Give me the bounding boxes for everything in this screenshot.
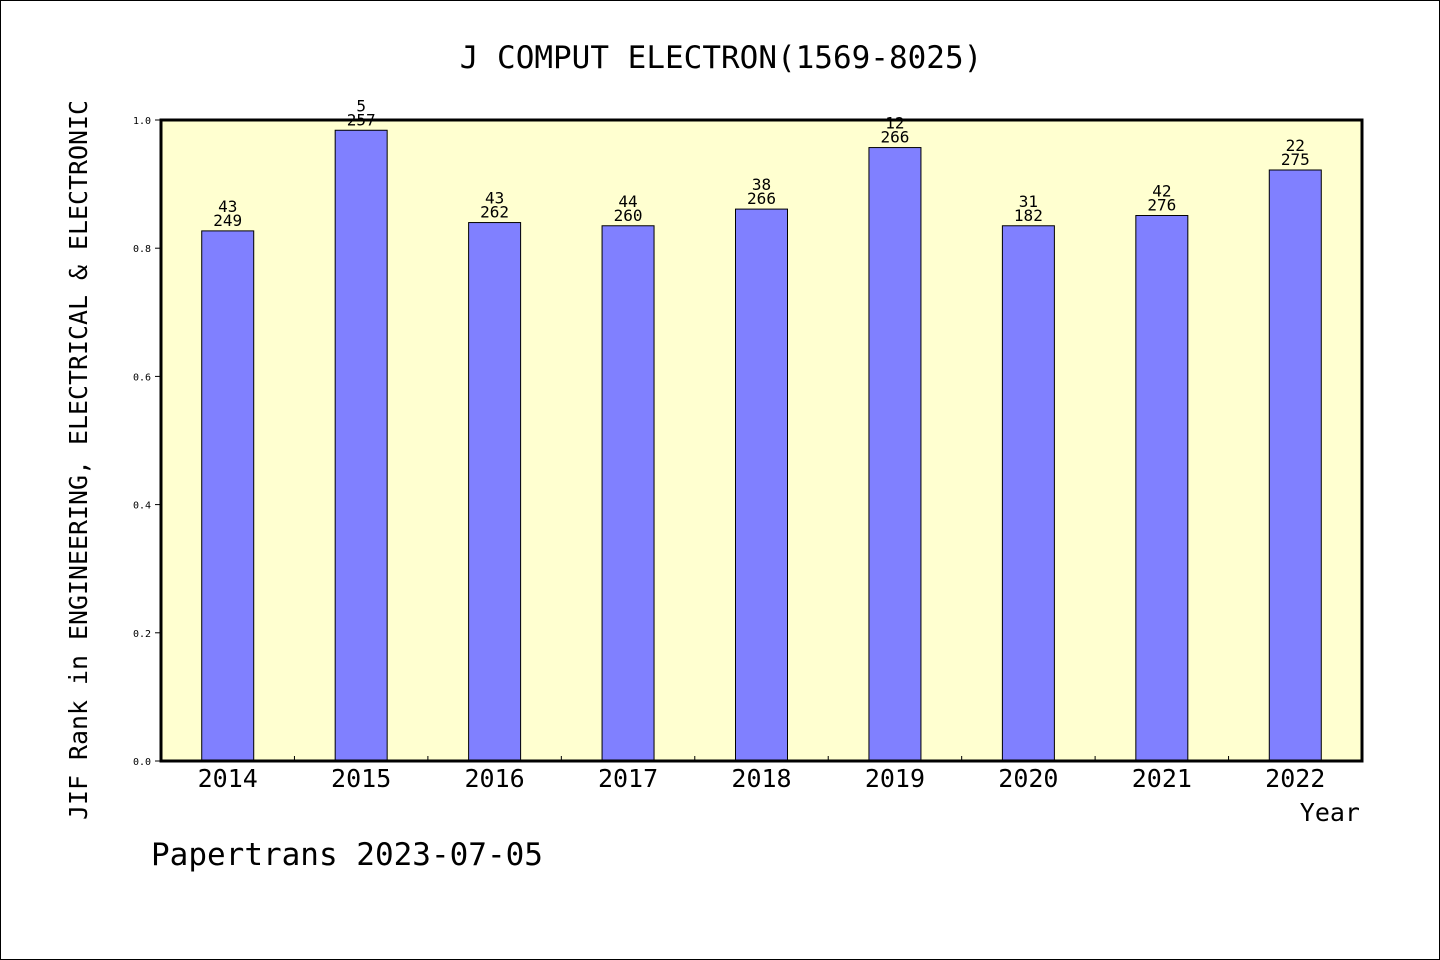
- x-tick-label: 2020: [998, 764, 1058, 793]
- bar-total-label: 249: [213, 211, 242, 230]
- x-tick-label: 2016: [465, 764, 525, 793]
- y-axis-label: JIF Rank in ENGINEERING, ELECTRICAL & EL…: [64, 100, 93, 820]
- bar-2014: [201, 230, 255, 762]
- bar-rank-label: 43: [485, 189, 504, 208]
- chart-title: J COMPUT ELECTRON(1569-8025): [460, 40, 983, 76]
- bars-layer: [201, 129, 1322, 762]
- bar-2018: [735, 208, 788, 762]
- data-labels-layer: 4324952574326244260382661226631182422762…: [213, 96, 1309, 230]
- bar-2015: [334, 129, 388, 762]
- bar-2016: [468, 222, 522, 762]
- bar-2021: [1135, 215, 1189, 762]
- bar-rank-label: 44: [618, 192, 637, 211]
- x-tick-label: 2017: [598, 764, 658, 793]
- plot-frame: [159, 118, 1364, 763]
- bar-rank-label: 43: [218, 197, 237, 216]
- y-axis: 0.0 0.2 0.4 0.6 0.8 1.0: [133, 116, 161, 768]
- x-tick-label: 2022: [1265, 764, 1325, 793]
- y-tick-label: 1.0: [133, 116, 151, 127]
- x-axis: 2014 2015 2016 2017 2018 2019 2020 2021 2022: [198, 756, 1325, 793]
- bar-2019: [868, 147, 922, 762]
- y-tick-label: 0.2: [133, 629, 151, 640]
- x-tick-label: 2018: [731, 764, 791, 793]
- bar-total-label: 260: [614, 206, 643, 225]
- bar-total-label: 275: [1281, 150, 1310, 169]
- bar-total-label: 276: [1147, 196, 1176, 215]
- y-tick-label: 0.8: [133, 244, 151, 255]
- bar-rank-label: 38: [752, 175, 771, 194]
- bar-rank-label: 42: [1152, 182, 1171, 201]
- y-tick-label: 0.0: [133, 757, 151, 768]
- bar-rank-label: 12: [885, 114, 904, 133]
- y-tick-label: 0.4: [133, 501, 151, 512]
- bar-rank-label: 22: [1286, 136, 1305, 155]
- bar-total-label: 266: [880, 128, 909, 147]
- bar-2022: [1268, 169, 1322, 762]
- bar-rank-label: 31: [1019, 192, 1038, 211]
- source-label: Papertrans 2023-07-05: [151, 837, 543, 873]
- x-tick-label: 2014: [198, 764, 258, 793]
- bar-2017: [601, 225, 655, 762]
- x-axis-label: Year: [1300, 798, 1360, 827]
- x-tick-label: 2021: [1132, 764, 1192, 793]
- x-tick-label: 2019: [865, 764, 925, 793]
- y-tick-label: 0.6: [133, 372, 151, 383]
- x-tick-label: 2015: [331, 764, 391, 793]
- bar-2020: [1001, 225, 1055, 762]
- bar-rank-label: 5: [356, 96, 366, 115]
- bar-total-label: 182: [1014, 206, 1043, 225]
- bar-total-label: 262: [480, 203, 509, 222]
- bar-total-label: 266: [747, 189, 776, 208]
